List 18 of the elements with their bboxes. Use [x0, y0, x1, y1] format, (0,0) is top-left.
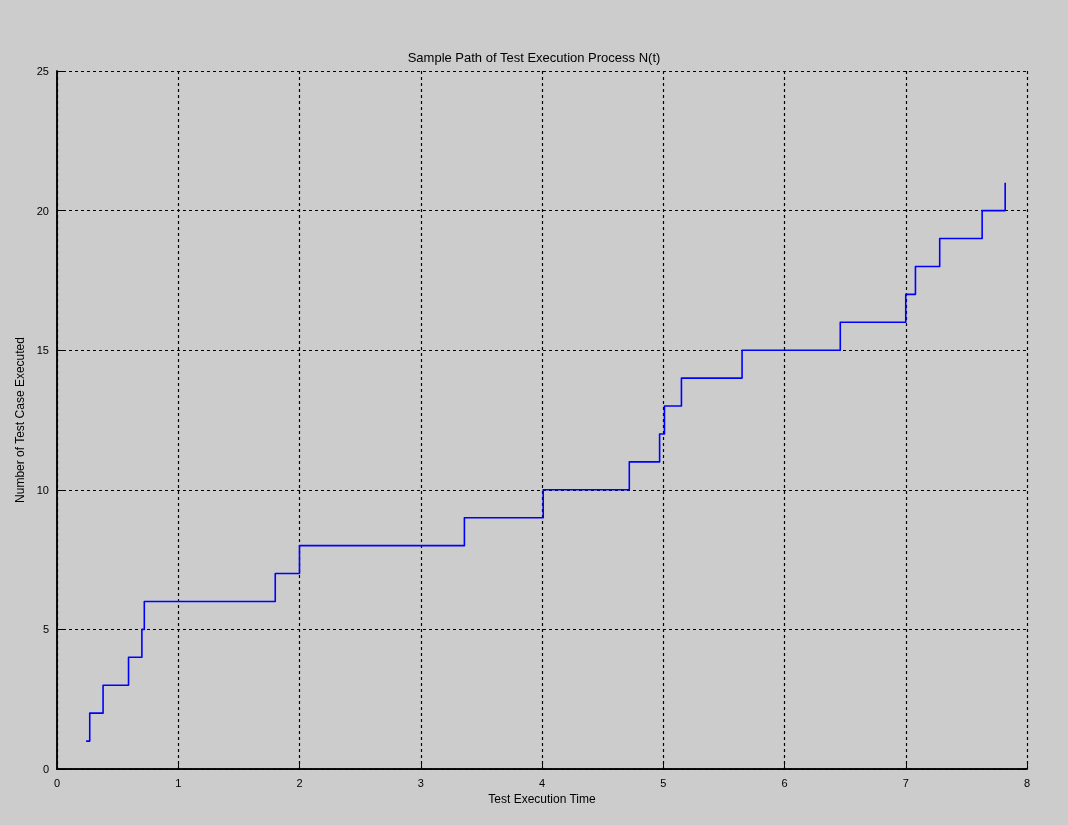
y-tick-label: 25 [36, 65, 49, 77]
y-tick-label: 5 [42, 623, 49, 636]
x-tick-label: 7 [902, 776, 909, 789]
x-tick-label: 0 [53, 776, 61, 789]
y-tick-label: 0 [42, 763, 49, 775]
x-tick-label: 8 [1023, 776, 1031, 789]
y-tick-label: 20 [36, 204, 49, 217]
y-axis-title: Number of Test Case Executed [12, 337, 27, 503]
y-tick-label: 15 [36, 344, 49, 357]
x-tick-label: 6 [781, 776, 788, 789]
x-tick-label: 4 [538, 776, 546, 789]
x-tick-label: 5 [660, 776, 667, 789]
y-tick-label: 10 [36, 483, 49, 496]
x-tick-label: 2 [296, 776, 303, 789]
x-tick-label: 1 [175, 776, 182, 789]
x-axis-title: Test Execution Time [488, 792, 597, 806]
x-tick-label: 3 [417, 776, 424, 789]
chart-title: Sample Path of Test Execution Process N(t) [407, 50, 661, 65]
